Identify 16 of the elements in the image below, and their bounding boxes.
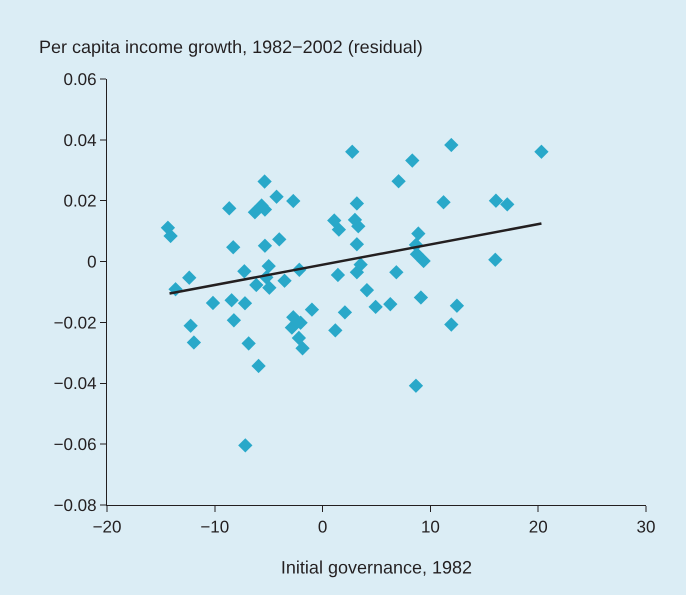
y-tick-label: −0.08 (54, 496, 97, 515)
x-tick-label: 0 (318, 517, 328, 536)
x-tick-label: 20 (528, 517, 548, 536)
x-tick-label: −10 (200, 517, 230, 536)
y-tick-label: 0.04 (64, 130, 97, 150)
x-tick-label: 10 (420, 517, 440, 536)
y-tick-label: 0.02 (64, 192, 97, 211)
y-axis-title: Per capita income growth, 1982−2002 (residual) (39, 37, 423, 57)
y-tick-label: −0.06 (54, 435, 97, 454)
y-tick-label: −0.02 (54, 313, 97, 332)
y-tick-label: 0 (87, 252, 97, 272)
y-tick-label: 0.06 (64, 70, 97, 89)
x-tick-label: −20 (92, 517, 122, 536)
x-tick-label: 30 (636, 517, 656, 536)
y-tick-label: −0.04 (54, 374, 97, 394)
x-axis-title: Initial governance, 1982 (280, 558, 472, 578)
